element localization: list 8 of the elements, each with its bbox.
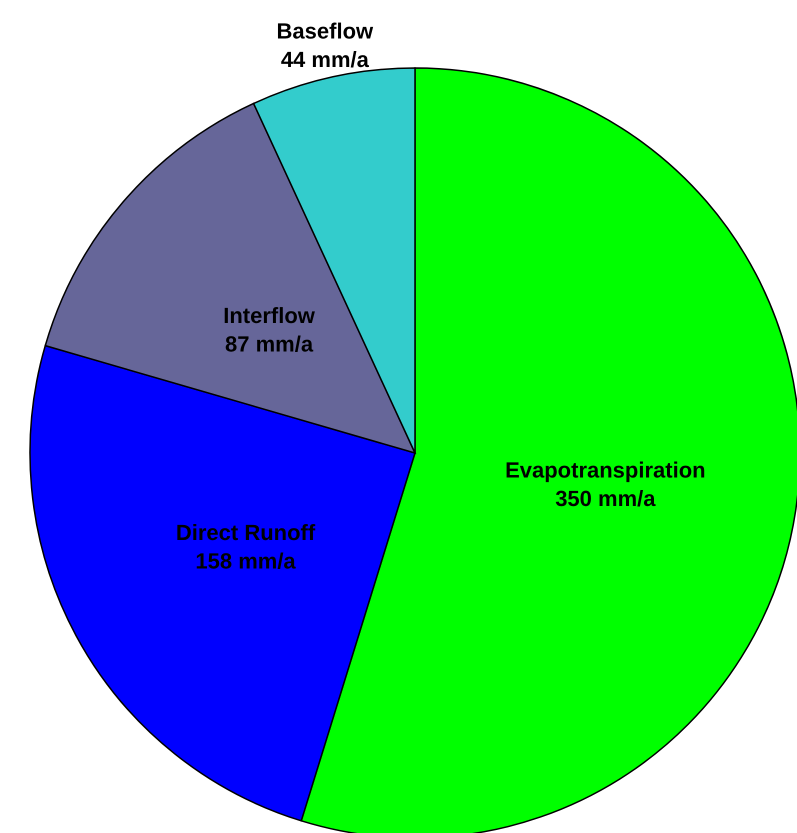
- slice-label: Baseflow: [276, 18, 374, 44]
- slice-label: Direct Runoff: [176, 520, 316, 545]
- data-label: 44 mm/a: [280, 46, 370, 72]
- slice-label: Interflow: [223, 303, 316, 328]
- data-label: 350 mm/a: [555, 486, 656, 511]
- data-label: 87 mm/a: [225, 332, 314, 357]
- data-label: 158 mm/a: [195, 548, 296, 574]
- slice-label: Evapotranspiration: [505, 457, 706, 482]
